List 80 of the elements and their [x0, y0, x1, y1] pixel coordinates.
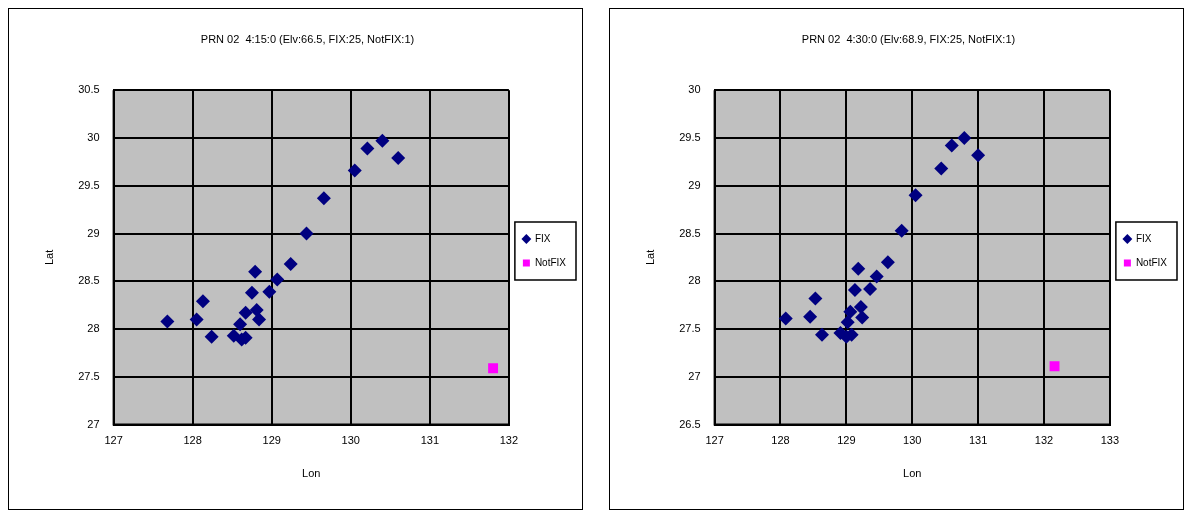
- point: [160, 314, 175, 329]
- point: [262, 284, 277, 299]
- y-tick-label: 30: [87, 131, 100, 143]
- chart-title: PRN 02 4:30:0 (Elv:68.9, FIX:25, NotFIX:1): [801, 32, 1016, 45]
- legend-label: FIX: [534, 232, 551, 244]
- x-tick-label: 132: [1034, 434, 1054, 447]
- point: [316, 191, 331, 206]
- point: [853, 300, 868, 315]
- point: [204, 329, 219, 344]
- point: [814, 327, 829, 342]
- point: [283, 257, 298, 272]
- x-tick-label: 127: [104, 434, 123, 447]
- point: [1049, 361, 1060, 372]
- x-tick-label: 129: [262, 434, 281, 447]
- point: [270, 272, 285, 287]
- x-tick-label: 130: [903, 434, 922, 447]
- point: [249, 302, 264, 317]
- point: [971, 148, 986, 163]
- point: [347, 163, 362, 178]
- point: [894, 223, 909, 238]
- y-tick-label: 28: [87, 322, 100, 335]
- point: [195, 294, 210, 309]
- x-axis-title: Lon: [903, 467, 922, 480]
- point: [375, 133, 390, 148]
- point: [808, 291, 823, 306]
- y-tick-label: 29.5: [679, 131, 701, 143]
- y-tick-label: 27: [87, 417, 100, 430]
- point: [847, 282, 862, 297]
- x-tick-label: 128: [183, 434, 202, 447]
- chart-title: PRN 02 4:15:0 (Elv:66.5, FIX:25, NotFIX:1): [200, 32, 415, 45]
- y-tick-label: 27.5: [679, 322, 701, 335]
- x-tick-label: 129: [837, 434, 856, 447]
- y-tick-label: 28: [688, 274, 701, 287]
- point: [855, 310, 870, 325]
- point: [957, 130, 972, 145]
- y-tick-label: 26.5: [679, 417, 701, 430]
- x-axis-title: Lon: [302, 467, 321, 480]
- legend-label: NotFIX: [1135, 256, 1168, 268]
- point: [244, 285, 259, 300]
- point: [840, 315, 855, 330]
- y-tick-label: 28.5: [78, 274, 100, 287]
- point: [934, 161, 949, 176]
- x-tick-label: 130: [341, 434, 360, 447]
- point: [778, 311, 793, 326]
- y-tick-label: 28.5: [679, 226, 701, 239]
- point: [908, 188, 923, 203]
- y-axis-title: Lat: [643, 249, 656, 266]
- point: [869, 269, 884, 284]
- y-tick-label: 30.5: [78, 83, 100, 96]
- point: [488, 363, 499, 374]
- point: [252, 312, 267, 327]
- point: [851, 261, 866, 276]
- point: [391, 151, 406, 166]
- y-tick-label: 27: [688, 369, 701, 382]
- legend-label: NotFIX: [534, 256, 567, 268]
- x-tick-label: 128: [771, 434, 790, 447]
- point: [843, 304, 858, 319]
- point: [189, 312, 204, 327]
- point: [863, 281, 878, 296]
- legend-label: FIX: [1135, 232, 1152, 244]
- point: [299, 226, 314, 241]
- y-tick-label: 29: [688, 178, 701, 191]
- y-tick-label: 29: [87, 226, 100, 239]
- point: [238, 305, 253, 320]
- point: [803, 309, 818, 324]
- point: [248, 264, 263, 279]
- x-tick-label: 132: [499, 434, 519, 447]
- point: [226, 328, 241, 343]
- point: [944, 138, 959, 153]
- y-tick-label: 27.5: [78, 369, 100, 382]
- y-tick-label: 29.5: [78, 178, 100, 191]
- point: [880, 255, 895, 270]
- x-tick-label: 127: [705, 434, 724, 447]
- point: [233, 317, 248, 332]
- x-tick-label: 133: [1100, 434, 1120, 447]
- x-tick-label: 131: [968, 434, 988, 447]
- point: [360, 141, 375, 156]
- x-tick-label: 131: [420, 434, 440, 447]
- y-tick-label: 30: [688, 83, 701, 96]
- y-axis-title: Lat: [42, 249, 55, 266]
